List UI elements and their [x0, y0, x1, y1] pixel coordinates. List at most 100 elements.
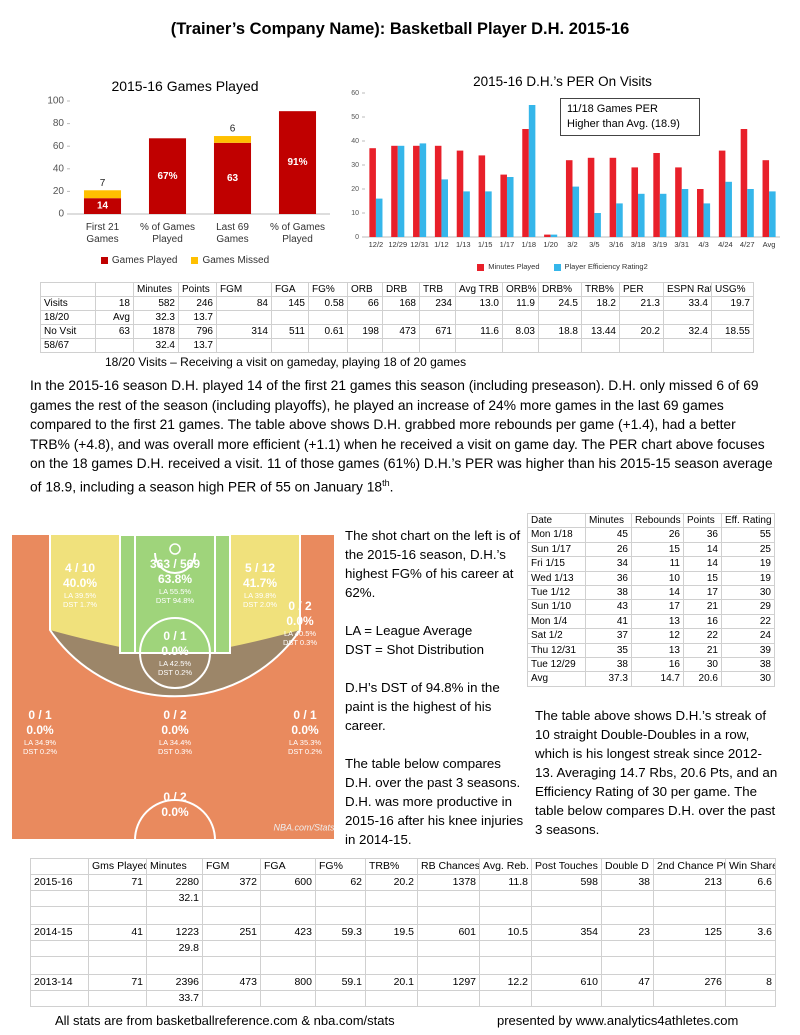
x-tick-label: 4/3: [698, 240, 709, 249]
zone-distribution: DST 1.7%: [63, 600, 97, 609]
zone-pct: 0.0%: [161, 644, 189, 658]
source-watermark: NBA.com/Stats: [273, 822, 334, 832]
cell: 29: [721, 599, 775, 615]
cell: 41: [585, 613, 632, 630]
cell: 473: [202, 974, 261, 991]
cell: [260, 990, 316, 1007]
cell: [365, 956, 418, 975]
chart-title: 2015-16 D.H.’s PER On Visits: [473, 74, 652, 89]
cell: 38: [601, 874, 654, 891]
header-cell: RB Chances: [417, 858, 480, 875]
cell: 582: [133, 296, 179, 311]
cell: 43: [585, 599, 632, 615]
cell: [663, 338, 712, 353]
cell: 276: [653, 974, 726, 991]
table-row: Mon 1/4 41 13 16 22: [527, 613, 775, 630]
y-tick-label: 20: [351, 186, 359, 193]
cell: 10.5: [479, 924, 532, 941]
cell: [531, 940, 602, 957]
rim: [169, 543, 181, 555]
cell: 11.6: [455, 324, 503, 339]
bar: [434, 145, 442, 237]
header-cell: Avg TRB: [455, 282, 503, 297]
zone-made: 4 / 10: [65, 561, 95, 575]
header-cell: PER: [619, 282, 664, 297]
y-tick-label: 0: [58, 209, 64, 220]
cell: 251: [202, 924, 261, 941]
header-cell: ORB: [347, 282, 383, 297]
zone-pct: 40.0%: [63, 576, 97, 590]
header-row: Gms Played Minutes FGM FGA FG% TRB% RB Chances…: [30, 858, 776, 875]
cell: 0.58: [308, 296, 348, 311]
cell: Sun 1/10: [527, 599, 586, 615]
cell: [260, 906, 316, 925]
cell: [271, 310, 309, 325]
zone-pct: 0.0%: [26, 723, 54, 737]
y-tick-label: 60: [351, 90, 359, 97]
x-tick-label: Last 69 Games: [216, 222, 249, 245]
cell: [216, 310, 272, 325]
bar: [148, 138, 187, 214]
value-label: 63: [227, 173, 239, 184]
bar: [375, 198, 383, 237]
cell: [419, 338, 456, 353]
cell: [88, 940, 147, 957]
cell: 14.7: [631, 671, 684, 687]
cell: 35: [585, 642, 632, 659]
zone-distribution: DST 0.2%: [288, 747, 322, 756]
x-tick-label: 1/12: [434, 240, 449, 249]
annotation-line: 11/18 Games PER: [567, 103, 658, 115]
cell: 14: [683, 556, 722, 572]
cell: 2014-15: [30, 924, 89, 941]
cell: 26: [585, 541, 632, 558]
cell: [601, 990, 654, 1007]
cell: [216, 338, 272, 353]
cell: 24: [721, 628, 775, 644]
zone-made: 0 / 2: [163, 790, 187, 804]
cell: 71: [88, 974, 147, 991]
cell: [601, 956, 654, 975]
chart-canvas: 0 20 40 60 80 100 14 7 67% 63 6 91%: [47, 96, 330, 220]
cell: [146, 956, 203, 975]
cell: [308, 338, 348, 353]
data-table: Minutes Points FGM FGA FG% ORB DRB TRB Avg TRB OR…: [40, 282, 754, 353]
cell: 13.0: [455, 296, 503, 311]
cell: [653, 990, 726, 1007]
cell: 38: [721, 657, 775, 673]
cell: 13.7: [178, 310, 217, 325]
sub-row: 29.8: [30, 940, 776, 957]
cell: [479, 906, 532, 925]
cell: Mon 1/18: [527, 527, 586, 543]
cell: [260, 890, 316, 907]
value-label: 14: [97, 201, 109, 212]
y-tick-label: 50: [351, 114, 359, 121]
cell: [260, 956, 316, 975]
cell: [725, 890, 776, 907]
cell: 2013-14: [30, 974, 89, 991]
cell: 36: [585, 570, 632, 587]
bar: [419, 143, 427, 237]
chart-games-played: 0 20 40 60 80 100 14 7 67% 63 6 91% 2015-16 Games P…: [30, 70, 340, 275]
cell: 3.6: [725, 924, 776, 941]
x-tick-label: 3/18: [630, 240, 646, 249]
header-cell: 2nd Chance Pts: [653, 858, 726, 875]
bar: [725, 181, 732, 237]
legend: Minutes Played Player Efficiency Rating2: [340, 262, 785, 271]
cell: [725, 940, 776, 957]
cell: 511: [271, 324, 309, 339]
cell: [202, 990, 261, 1007]
cell: 18.55: [711, 324, 754, 339]
cell: [315, 990, 366, 1007]
cell: 2396: [146, 974, 203, 991]
side-paragraph: DST = Shot Distribution: [345, 642, 485, 657]
header-cell: Date: [527, 512, 586, 529]
cell: [382, 338, 420, 353]
cell: 0.61: [308, 324, 348, 339]
zone-pct: 0.0%: [161, 723, 189, 737]
cell: 8: [725, 974, 776, 991]
cell: [88, 906, 147, 925]
cell: [88, 890, 147, 907]
x-tick-label: 1/17: [499, 240, 515, 249]
cell: [315, 956, 366, 975]
